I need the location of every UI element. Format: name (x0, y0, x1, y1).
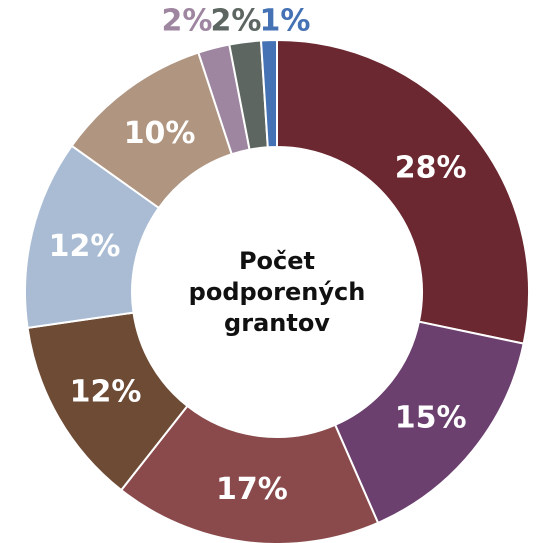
donut-slice (259, 38, 278, 149)
value-label: 28% (395, 151, 467, 186)
value-label: 2% (211, 4, 262, 39)
donut-slice (276, 38, 530, 345)
value-label: 10% (124, 116, 196, 151)
value-label: 12% (49, 229, 121, 264)
donut-slice (333, 320, 525, 525)
value-label: 15% (395, 400, 467, 435)
value-label: 12% (70, 375, 142, 410)
value-label: 17% (216, 472, 288, 507)
value-label: 1% (260, 4, 311, 39)
chart-title: Počet podporených grantov (188, 246, 366, 337)
value-label: 2% (162, 4, 213, 39)
